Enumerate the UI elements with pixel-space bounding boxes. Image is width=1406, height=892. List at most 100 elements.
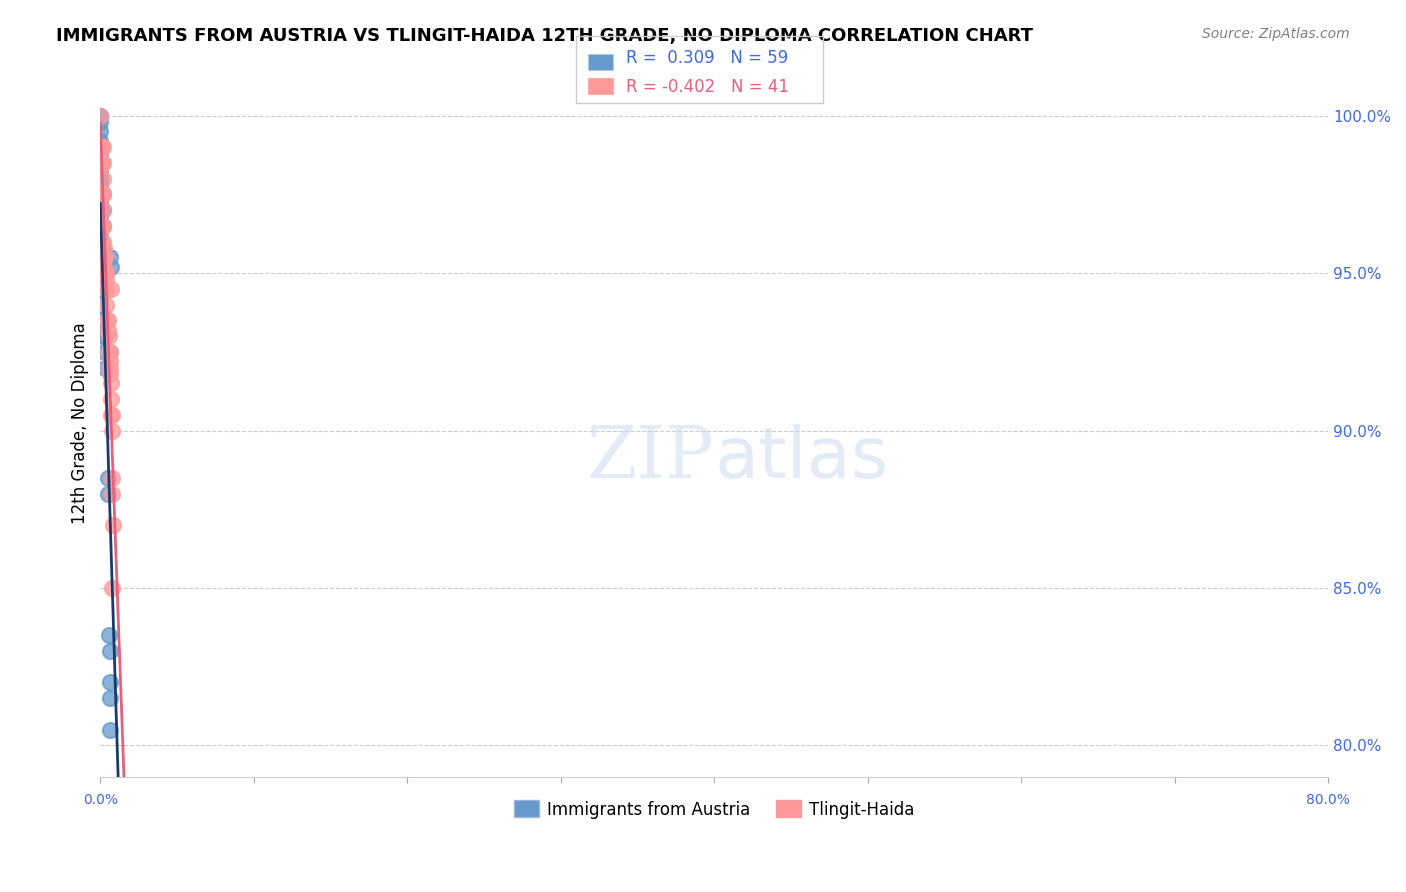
Point <box>90 272 112 286</box>
Point <box>90 329 112 343</box>
Point <box>91 187 114 202</box>
Point <box>101 408 124 422</box>
Point <box>100 408 122 422</box>
Point <box>100 376 122 391</box>
Point <box>94 282 117 296</box>
Point <box>89 298 111 312</box>
Point <box>93 219 115 233</box>
Point <box>93 203 115 218</box>
Point <box>97 344 120 359</box>
Y-axis label: 12th Grade, No Diploma: 12th Grade, No Diploma <box>72 322 89 524</box>
Point <box>89 251 111 265</box>
Point <box>89 241 111 255</box>
Point <box>100 260 122 274</box>
Point <box>89 313 111 327</box>
Text: Source: ZipAtlas.com: Source: ZipAtlas.com <box>1202 27 1350 41</box>
Point <box>96 282 118 296</box>
Point <box>93 219 115 233</box>
Point <box>98 691 121 706</box>
Point <box>91 187 114 202</box>
Point <box>89 257 111 271</box>
Text: R =  0.309   N = 59: R = 0.309 N = 59 <box>626 49 787 67</box>
Point <box>98 344 121 359</box>
Point <box>93 241 115 255</box>
Point <box>98 675 121 690</box>
Point <box>98 644 121 658</box>
Point <box>91 156 114 170</box>
Point <box>93 187 115 202</box>
Text: ZIP: ZIP <box>586 423 714 493</box>
Text: R = -0.402   N = 41: R = -0.402 N = 41 <box>626 78 789 95</box>
Point <box>98 723 121 737</box>
Legend: Immigrants from Austria, Tlingit-Haida: Immigrants from Austria, Tlingit-Haida <box>508 794 921 825</box>
Point <box>93 313 115 327</box>
Point <box>98 367 121 381</box>
Point <box>90 140 112 154</box>
Point <box>89 134 111 148</box>
Point <box>96 298 118 312</box>
Point <box>89 146 111 161</box>
Point <box>89 140 111 154</box>
Point <box>89 156 111 170</box>
Point <box>89 109 111 123</box>
Text: atlas: atlas <box>714 424 889 492</box>
Point <box>90 156 112 170</box>
Point <box>89 197 111 211</box>
Point <box>90 251 112 265</box>
Point <box>94 272 117 286</box>
Point <box>89 272 111 286</box>
Point <box>101 518 124 533</box>
Point <box>90 260 112 274</box>
Point <box>89 219 111 233</box>
Point <box>101 581 124 595</box>
Point <box>101 486 124 500</box>
Point <box>101 424 124 438</box>
Point <box>89 187 111 202</box>
Point <box>98 251 121 265</box>
Point <box>93 260 115 274</box>
Point <box>90 203 112 218</box>
Point <box>100 282 122 296</box>
Point <box>90 266 112 280</box>
Point <box>89 228 111 243</box>
Point <box>94 266 117 280</box>
Point <box>98 344 121 359</box>
Point <box>93 203 115 218</box>
Point <box>89 210 111 224</box>
Point <box>93 257 115 271</box>
Point <box>89 282 111 296</box>
Point <box>91 266 114 280</box>
Point <box>89 171 111 186</box>
Point <box>94 360 117 375</box>
Point <box>94 266 117 280</box>
Point <box>91 140 114 154</box>
Point <box>97 323 120 337</box>
Point <box>89 109 111 123</box>
Text: 80.0%: 80.0% <box>1306 793 1350 806</box>
Point <box>93 251 115 265</box>
Point <box>93 235 115 249</box>
Point <box>93 282 115 296</box>
Point <box>93 219 115 233</box>
Point <box>89 291 111 305</box>
Point <box>97 329 120 343</box>
Point <box>98 354 121 368</box>
Point <box>93 241 115 255</box>
Point <box>93 266 115 280</box>
Point <box>94 344 117 359</box>
Text: IMMIGRANTS FROM AUSTRIA VS TLINGIT-HAIDA 12TH GRADE, NO DIPLOMA CORRELATION CHAR: IMMIGRANTS FROM AUSTRIA VS TLINGIT-HAIDA… <box>56 27 1033 45</box>
Point <box>100 392 122 406</box>
Point <box>97 313 120 327</box>
Point <box>91 282 114 296</box>
Point <box>89 109 111 123</box>
Point <box>97 628 120 642</box>
Point <box>89 235 111 249</box>
Point <box>89 203 111 218</box>
Point <box>101 471 124 485</box>
Point <box>94 329 117 343</box>
Point <box>90 156 112 170</box>
Point <box>93 251 115 265</box>
Point <box>89 115 111 129</box>
Point <box>89 266 111 280</box>
Point <box>97 471 120 485</box>
